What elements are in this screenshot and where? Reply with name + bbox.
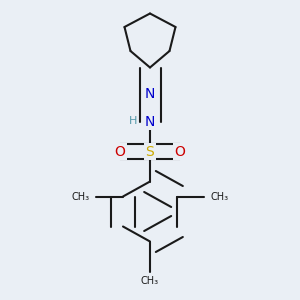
Text: CH₃: CH₃ bbox=[141, 276, 159, 286]
Text: CH₃: CH₃ bbox=[72, 191, 90, 202]
Text: O: O bbox=[115, 145, 125, 158]
Text: H: H bbox=[129, 116, 138, 126]
Text: O: O bbox=[175, 145, 185, 158]
Text: N: N bbox=[145, 88, 155, 101]
Text: N: N bbox=[145, 115, 155, 128]
Text: CH₃: CH₃ bbox=[210, 191, 228, 202]
Text: S: S bbox=[146, 145, 154, 158]
